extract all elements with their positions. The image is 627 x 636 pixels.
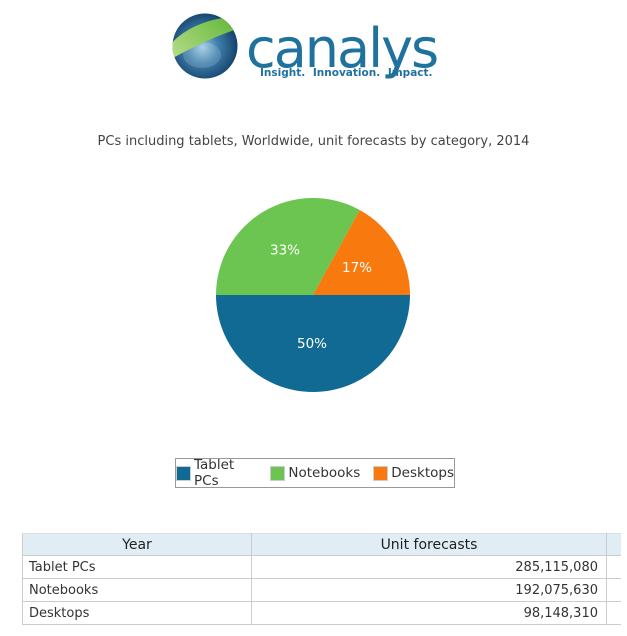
table-cell-value: 98,148,310 [251, 601, 607, 625]
chart-legend: Tablet PCs Notebooks Desktops [175, 457, 455, 489]
pie-label-tablet-pcs: 50% [297, 336, 327, 352]
table-cell-category: Desktops [22, 601, 252, 625]
legend-item-desktops: Desktops [373, 465, 454, 481]
legend-item-notebooks: Notebooks [270, 465, 360, 481]
canalys-logo: canalys Insight. Innovation. Impact. [0, 0, 627, 100]
brand-tagline: Insight. Innovation. Impact. [260, 67, 433, 79]
globe-icon [172, 13, 238, 79]
table-cell-category: Notebooks [22, 578, 252, 602]
pie-chart: 33% 17% 50% [216, 198, 410, 392]
forecast-table: Year Unit forecasts Tablet PCs 285,115,0… [22, 533, 621, 625]
legend-swatch-desktops [373, 465, 389, 481]
pie-label-notebooks: 33% [270, 243, 300, 259]
table-cell-value: 285,115,080 [251, 555, 607, 579]
legend-label-desktops: Desktops [391, 465, 454, 481]
legend-label-tablet-pcs: Tablet PCs [194, 457, 235, 489]
pie-slice-tablet-pcs [216, 295, 410, 392]
legend-item-tablet-pcs: Tablet PCs [176, 457, 257, 489]
table-header-row: Year Unit forecasts [22, 533, 621, 556]
table-cell-category: Tablet PCs [22, 555, 252, 579]
table-cell-spacer [606, 578, 621, 602]
pie-slice-notebooks [216, 198, 360, 295]
table-cell-value: 192,075,630 [251, 578, 607, 602]
table-cell-spacer [606, 601, 621, 625]
table-row: Tablet PCs 285,115,080 [22, 555, 621, 579]
table-cell-spacer [606, 555, 621, 579]
table-header-spacer [606, 533, 621, 556]
legend-swatch-notebooks [270, 465, 286, 481]
brand-wordmark: canalys [246, 17, 439, 80]
table-header-year: Year [22, 533, 252, 556]
chart-title: PCs including tablets, Worldwide, unit f… [97, 134, 530, 149]
table-header-unit-forecasts: Unit forecasts [251, 533, 607, 556]
table-row: Desktops 98,148,310 [22, 601, 621, 625]
legend-swatch-tablet-pcs [176, 465, 191, 481]
pie-label-desktops: 17% [342, 260, 372, 276]
table-row: Notebooks 192,075,630 [22, 578, 621, 602]
pie-slice-desktops [313, 210, 410, 295]
legend-label-notebooks: Notebooks [288, 465, 361, 481]
